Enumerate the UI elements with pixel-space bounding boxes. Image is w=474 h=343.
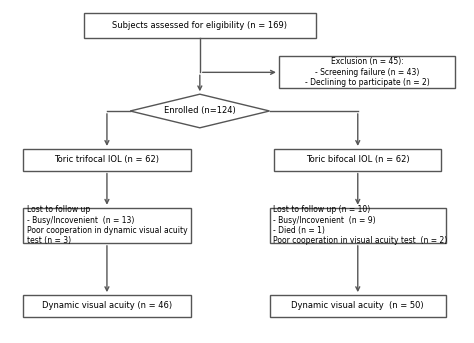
FancyBboxPatch shape [279,56,456,88]
Text: Dynamic visual acuity (n = 46): Dynamic visual acuity (n = 46) [42,301,172,310]
FancyBboxPatch shape [23,149,191,171]
FancyBboxPatch shape [274,149,441,171]
FancyBboxPatch shape [84,13,316,38]
Text: Dynamic visual acuity  (n = 50): Dynamic visual acuity (n = 50) [292,301,424,310]
Text: Toric bifocal IOL (n = 62): Toric bifocal IOL (n = 62) [306,155,410,164]
FancyBboxPatch shape [270,208,446,243]
Text: Toric trifocal IOL (n = 62): Toric trifocal IOL (n = 62) [55,155,159,164]
Polygon shape [130,94,270,128]
FancyBboxPatch shape [23,208,191,243]
Text: Enrolled (n=124): Enrolled (n=124) [164,106,236,116]
Text: Lost to follow up (n = 10)
- Busy/Incovenient  (n = 9)
- Died (n = 1)
Poor coope: Lost to follow up (n = 10) - Busy/Incove… [273,205,447,245]
FancyBboxPatch shape [23,295,191,317]
Text: Exclusion (n = 45):
- Screening failure (n = 43)
- Declining to participate (n =: Exclusion (n = 45): - Screening failure … [305,57,429,87]
FancyBboxPatch shape [270,295,446,317]
Text: Subjects assessed for eligibility (n = 169): Subjects assessed for eligibility (n = 1… [112,21,287,30]
Text: Lost to follow up
- Busy/Incovenient  (n = 13)
Poor cooperation in dynamic visua: Lost to follow up - Busy/Incovenient (n … [27,205,188,245]
